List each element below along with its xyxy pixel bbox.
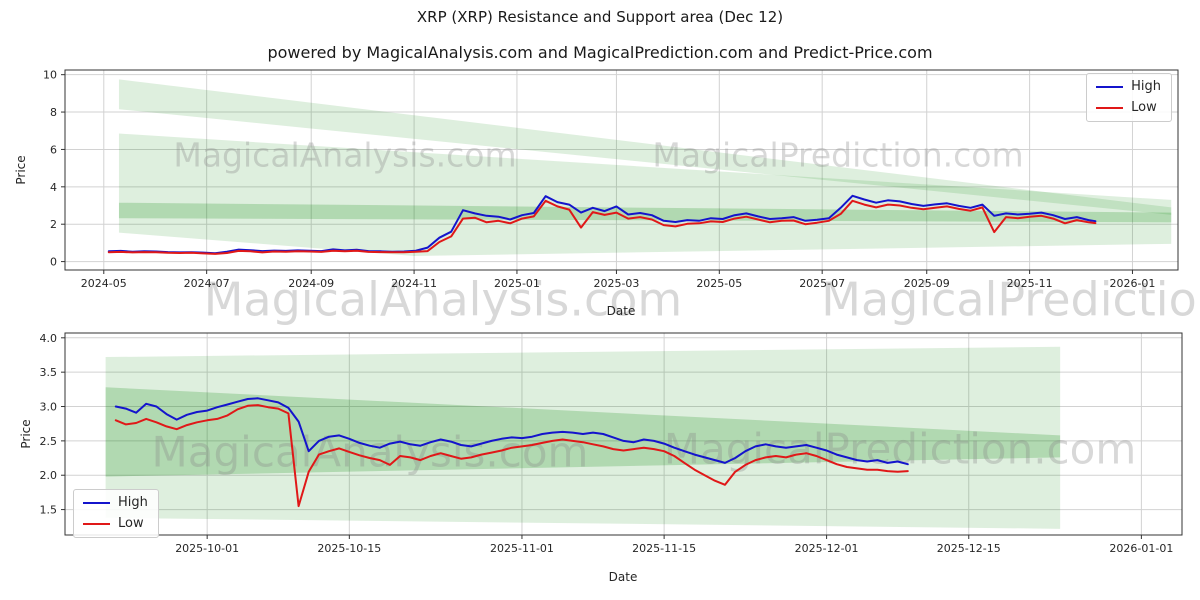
x-tick-label: 2025-11-15 bbox=[632, 542, 696, 555]
y-tick-label: 4 bbox=[50, 181, 57, 194]
legend-label: Low bbox=[118, 516, 144, 531]
band-polygon bbox=[105, 346, 1061, 529]
legend-entry-low: Low bbox=[83, 516, 148, 532]
x-tick-label: 2025-09 bbox=[904, 277, 950, 290]
legend-entry-high: High bbox=[1096, 79, 1161, 95]
series-lines bbox=[107, 194, 1097, 255]
watermark-text: MagicalPrediction.com bbox=[664, 425, 1137, 474]
y-tick-label: 2.0 bbox=[40, 469, 58, 482]
legend-entry-low: Low bbox=[1096, 100, 1161, 116]
y-tick-label: 2 bbox=[50, 218, 57, 231]
x-tick-label: 2025-01 bbox=[494, 277, 540, 290]
band-polygon bbox=[118, 202, 1172, 223]
x-tick-label: 2026-01 bbox=[1109, 277, 1155, 290]
legend-label: High bbox=[1131, 79, 1161, 94]
x-tick-label: 2025-10-15 bbox=[317, 542, 381, 555]
watermark-text: MagicalPrediction.com bbox=[652, 136, 1023, 175]
support-resistance-bands bbox=[118, 79, 1172, 256]
y-tick-label: 8 bbox=[50, 106, 57, 119]
legend-label: High bbox=[118, 495, 148, 510]
y-axis-label-top: Price bbox=[14, 155, 28, 185]
y-tick-label: 1.5 bbox=[40, 504, 58, 517]
watermarks: MagicalAnalysis.com MagicalPrediction.com… bbox=[152, 136, 1200, 477]
x-tick-label: 2025-10-01 bbox=[175, 542, 239, 555]
support-resistance-bands bbox=[105, 346, 1061, 529]
legend-label: Low bbox=[1131, 100, 1157, 115]
x-axis-label-top: Date bbox=[606, 304, 636, 318]
y-tick-label: 10 bbox=[43, 69, 57, 82]
axis-ticks: 2024-05 2024-07 2024-09 2024-11 2025-01 2025-… bbox=[43, 69, 1155, 290]
x-tick-label: 2025-12-01 bbox=[795, 542, 859, 555]
y-tick-label: 6 bbox=[50, 143, 57, 156]
y-tick-label: 3.5 bbox=[40, 366, 58, 379]
watermark-text: MagicalAnalysis.com bbox=[152, 428, 589, 477]
y-axis-label-bottom: Price bbox=[19, 419, 33, 449]
plot-border bbox=[64, 332, 1183, 536]
series-lines bbox=[114, 397, 909, 508]
watermark-text: MagicalAnalysis.com bbox=[204, 273, 683, 327]
band-polygon bbox=[118, 133, 1172, 256]
low-line-swatch bbox=[83, 523, 110, 525]
high-line-swatch bbox=[83, 502, 110, 504]
y-tick-label: 0 bbox=[50, 256, 57, 269]
x-tick-label: 2025-11 bbox=[1007, 277, 1053, 290]
low-line bbox=[107, 199, 1097, 255]
x-tick-label: 2025-07 bbox=[799, 277, 845, 290]
x-tick-label: 2026-01-01 bbox=[1109, 542, 1173, 555]
high-line-swatch bbox=[1096, 86, 1124, 88]
y-tick-label: 3.0 bbox=[40, 401, 58, 414]
legend-bottom-chart: High Low bbox=[73, 489, 159, 538]
x-tick-label: 2024-05 bbox=[81, 277, 127, 290]
band-polygon bbox=[105, 387, 1061, 477]
watermark-text: MagicalPrediction.com bbox=[821, 273, 1200, 327]
plot-border bbox=[64, 69, 1179, 271]
high-line bbox=[114, 397, 909, 466]
figure-title: XRP (XRP) Resistance and Support area (D… bbox=[416, 8, 784, 26]
y-tick-label: 4.0 bbox=[40, 332, 58, 345]
x-tick-label: 2024-09 bbox=[288, 277, 334, 290]
watermark-text: MagicalAnalysis.com bbox=[173, 136, 516, 175]
x-tick-label: 2025-05 bbox=[696, 277, 742, 290]
legend-entry-high: High bbox=[83, 495, 148, 511]
x-tick-label: 2025-03 bbox=[593, 277, 639, 290]
legend-top-chart: High Low bbox=[1086, 73, 1172, 122]
x-tick-label: 2025-11-01 bbox=[490, 542, 554, 555]
low-line bbox=[114, 404, 909, 508]
axis-ticks: 2025-10-01 2025-10-15 2025-11-01 2025-11-15… bbox=[40, 332, 1174, 555]
y-tick-label: 2.5 bbox=[40, 435, 58, 448]
band-polygon bbox=[118, 79, 1172, 215]
x-tick-label: 2024-07 bbox=[184, 277, 230, 290]
x-tick-label: 2024-11 bbox=[391, 277, 437, 290]
x-tick-label: 2025-12-15 bbox=[937, 542, 1001, 555]
x-axis-label-bottom: Date bbox=[608, 570, 638, 584]
figure-subtitle: powered by MagicalAnalysis.com and Magic… bbox=[267, 43, 933, 62]
low-line-swatch bbox=[1096, 107, 1124, 109]
